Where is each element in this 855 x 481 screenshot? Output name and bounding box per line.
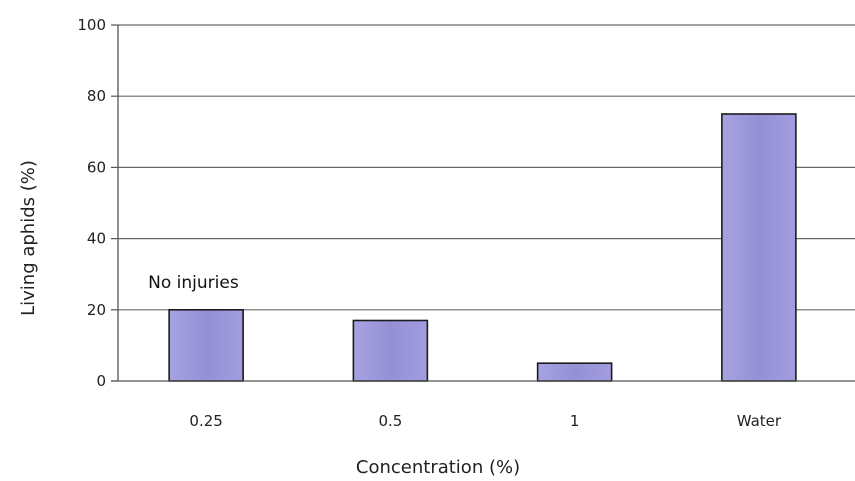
y-tick-label: 40 (87, 230, 106, 248)
x-axis-title: Concentration (%) (356, 457, 520, 478)
axes (111, 25, 855, 382)
bar-0-25 (168, 308, 244, 382)
y-tick-label: 80 (87, 87, 106, 105)
x-axis-ticks: 0.25 0.5 1 Water (189, 412, 781, 430)
bar-water (721, 113, 797, 382)
annotations: No injuries (148, 273, 239, 293)
bar-0-5 (352, 319, 429, 382)
x-tick-label: 1 (570, 412, 580, 430)
y-tick-label: 0 (96, 372, 106, 390)
bars (168, 113, 797, 382)
x-tick-label: 0.5 (378, 412, 402, 430)
y-axis-title: Living aphids (%) (18, 160, 39, 316)
annotation-no-injuries: No injuries (148, 273, 239, 293)
y-tick-label: 100 (77, 16, 106, 34)
bar-1 (536, 362, 613, 382)
x-tick-label: Water (737, 412, 782, 430)
y-axis-ticks: 0 20 40 60 80 100 (77, 16, 118, 390)
x-tick-label: 0.25 (189, 412, 222, 430)
y-tick-label: 20 (87, 301, 106, 319)
y-tick-label: 60 (87, 158, 106, 176)
